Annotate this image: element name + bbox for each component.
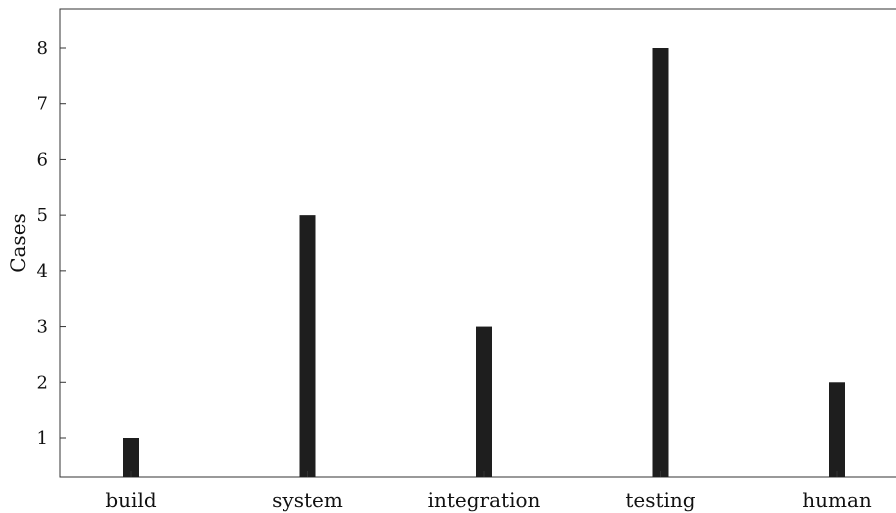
y-tick-label: 7 <box>37 94 48 115</box>
x-tick-label-system: system <box>272 488 343 512</box>
bars-group <box>123 48 845 477</box>
y-tick-label: 5 <box>37 205 48 226</box>
y-tick-label: 2 <box>37 372 48 393</box>
bar-system <box>299 215 316 477</box>
x-tick-label-human: human <box>802 488 872 512</box>
y-tick-label: 3 <box>37 317 48 338</box>
bar-integration <box>476 326 492 477</box>
x-tick-label-build: build <box>105 488 156 512</box>
y-tick-label: 8 <box>37 38 48 59</box>
y-tick-label: 4 <box>37 261 48 282</box>
y-axis-title: Cases <box>6 213 30 273</box>
y-tick-label: 1 <box>37 428 48 449</box>
bar-build <box>123 438 139 477</box>
y-axis-ticks: 1 2 3 4 5 6 7 8 <box>37 38 66 449</box>
x-tick-label-testing: testing <box>625 488 695 512</box>
bar-testing <box>652 48 669 477</box>
x-axis-labels: build system integration testing human <box>105 471 872 512</box>
bar-human <box>829 382 845 477</box>
y-tick-label: 6 <box>37 149 48 170</box>
x-tick-label-integration: integration <box>428 488 541 512</box>
